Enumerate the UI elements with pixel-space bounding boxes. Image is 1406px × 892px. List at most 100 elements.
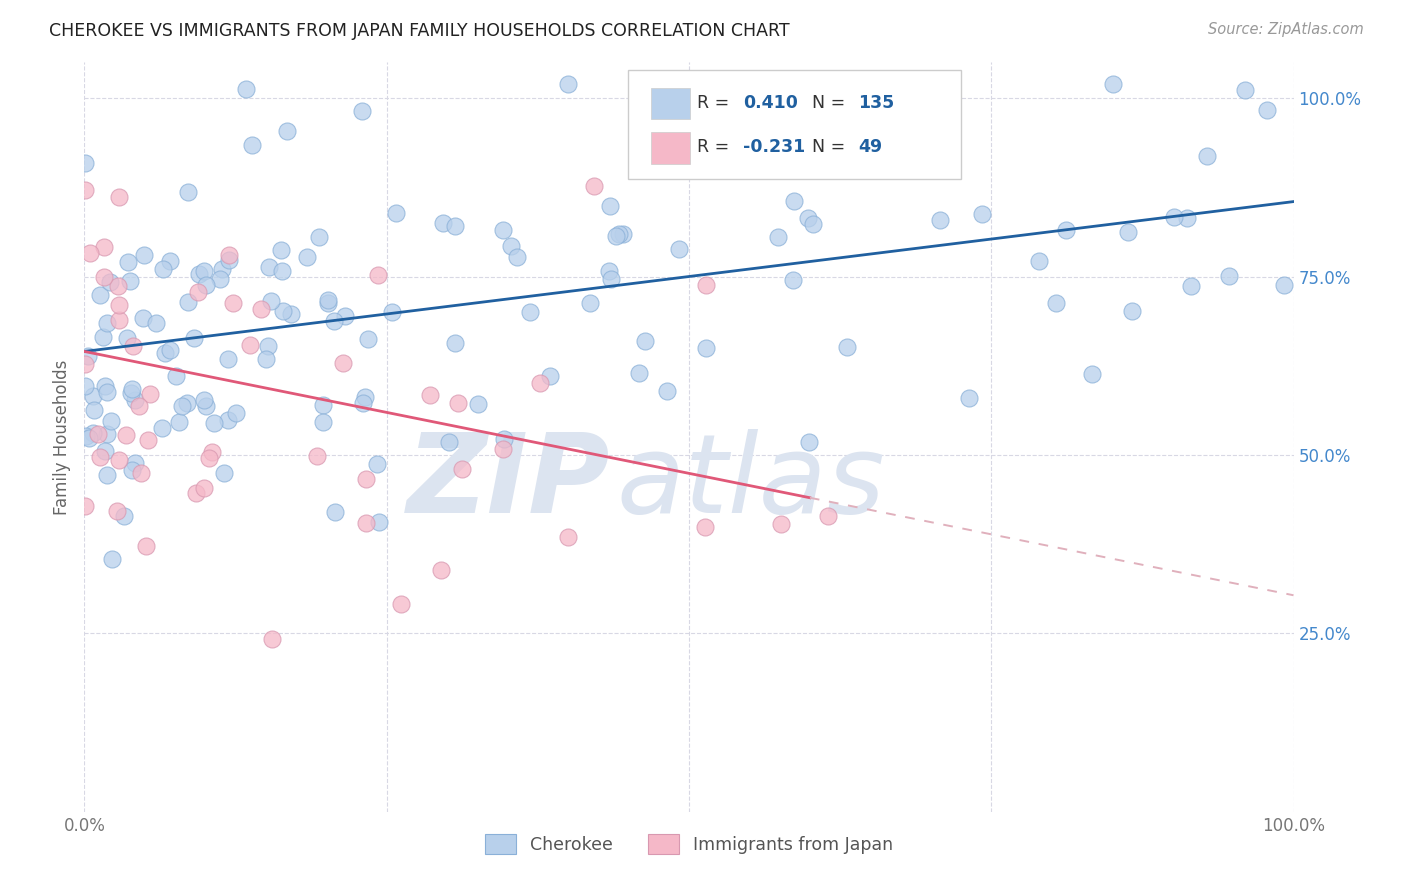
Point <box>167 415 190 429</box>
Point <box>600 271 623 285</box>
Text: ZIP: ZIP <box>406 428 610 535</box>
Text: R =: R = <box>697 94 735 112</box>
Point <box>695 520 717 534</box>
Text: -0.231: -0.231 <box>744 138 806 156</box>
Point <box>115 428 138 442</box>
Point <box>332 356 354 370</box>
Point <box>193 481 215 495</box>
Point <box>492 442 515 456</box>
Point <box>257 260 280 274</box>
Point <box>177 185 200 199</box>
Point <box>121 463 143 477</box>
Point <box>312 415 335 429</box>
Point <box>385 206 408 220</box>
Point <box>354 516 377 531</box>
Point <box>87 427 110 442</box>
Point <box>152 262 174 277</box>
Point <box>506 250 529 264</box>
Point <box>817 509 839 524</box>
Point <box>1116 225 1139 239</box>
Text: 0.410: 0.410 <box>744 94 799 112</box>
Point <box>93 379 115 393</box>
Point <box>93 444 115 458</box>
Point <box>352 396 374 410</box>
Point <box>419 388 441 402</box>
Point <box>170 399 193 413</box>
Point <box>1028 254 1050 268</box>
Point <box>218 253 240 268</box>
Point <box>318 295 340 310</box>
Point <box>271 264 294 278</box>
Point <box>325 505 347 519</box>
Point <box>557 530 579 544</box>
Point <box>193 393 215 408</box>
Point <box>108 453 131 467</box>
Point <box>799 434 821 449</box>
Point <box>582 179 605 194</box>
Point <box>1045 295 1067 310</box>
Point <box>529 376 551 390</box>
Point <box>260 293 283 308</box>
Point <box>368 515 391 529</box>
Point <box>214 466 236 480</box>
Point <box>202 416 225 430</box>
Point <box>257 339 280 353</box>
Point <box>193 264 215 278</box>
Point <box>797 211 820 225</box>
Point <box>83 402 105 417</box>
Point <box>305 449 328 463</box>
Point <box>198 450 221 465</box>
Point <box>599 199 621 213</box>
Point <box>187 285 209 299</box>
Point <box>768 230 790 244</box>
Point <box>129 466 152 480</box>
Point <box>117 255 139 269</box>
Point <box>218 248 240 262</box>
Point <box>367 268 389 283</box>
Point <box>607 227 630 242</box>
Point <box>75 357 97 371</box>
Point <box>432 215 454 229</box>
Point <box>98 275 121 289</box>
Point <box>538 369 561 384</box>
Point <box>73 183 96 197</box>
Point <box>208 272 231 286</box>
Point <box>150 421 173 435</box>
Point <box>1081 368 1104 382</box>
Point <box>1102 77 1125 91</box>
Point <box>311 398 333 412</box>
Point <box>492 223 515 237</box>
Point <box>598 264 620 278</box>
FancyBboxPatch shape <box>651 132 690 163</box>
Point <box>132 248 155 262</box>
Point <box>928 213 950 227</box>
Point <box>82 389 104 403</box>
Point <box>519 305 541 319</box>
Text: Source: ZipAtlas.com: Source: ZipAtlas.com <box>1208 22 1364 37</box>
Point <box>323 314 346 328</box>
Point <box>153 346 176 360</box>
Point <box>271 303 294 318</box>
Text: N =: N = <box>813 94 851 112</box>
Point <box>695 277 717 292</box>
Point <box>1121 303 1143 318</box>
Point <box>492 432 515 446</box>
Point <box>108 313 131 327</box>
Point <box>124 457 146 471</box>
Point <box>195 399 218 413</box>
Point <box>437 434 460 449</box>
Point <box>350 103 373 118</box>
Text: atlas: atlas <box>616 428 884 535</box>
Point <box>451 462 474 476</box>
Point <box>89 450 111 464</box>
Point <box>634 334 657 348</box>
Point <box>159 343 181 357</box>
Point <box>145 317 167 331</box>
Point <box>276 124 298 138</box>
Point <box>655 384 678 398</box>
Point <box>557 77 579 91</box>
Point <box>1256 103 1278 117</box>
Point <box>159 253 181 268</box>
Point <box>77 349 100 363</box>
Point <box>1195 149 1218 163</box>
